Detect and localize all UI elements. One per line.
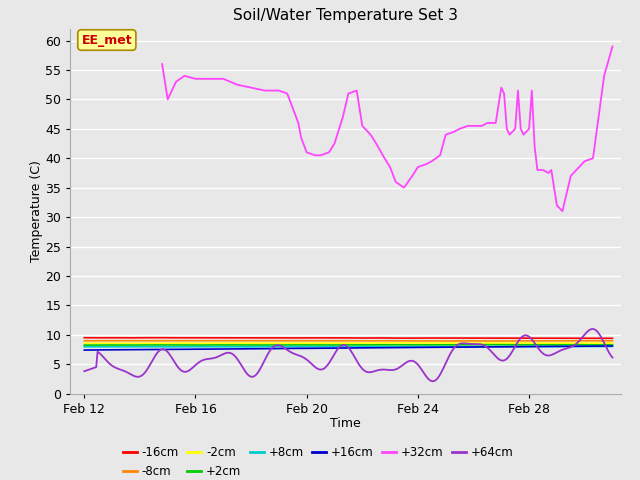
Text: EE_met: EE_met [81,34,132,47]
Legend: -16cm, -8cm, -2cm, +2cm, +8cm, +16cm, +32cm, +64cm: -16cm, -8cm, -2cm, +2cm, +8cm, +16cm, +3… [118,441,518,480]
Y-axis label: Temperature (C): Temperature (C) [29,160,43,262]
X-axis label: Time: Time [330,417,361,430]
Title: Soil/Water Temperature Set 3: Soil/Water Temperature Set 3 [233,9,458,24]
